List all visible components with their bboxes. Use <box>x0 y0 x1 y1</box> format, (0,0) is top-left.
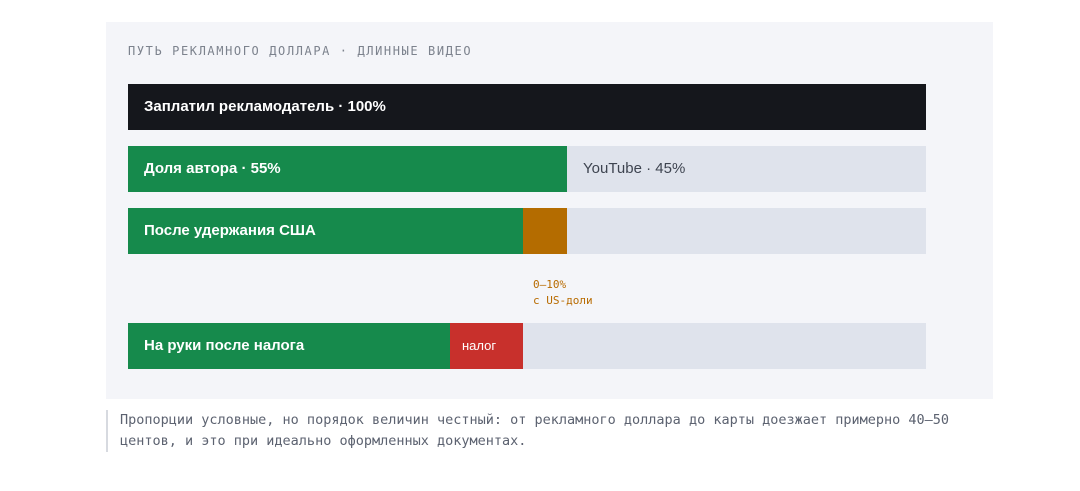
segment-us-withholding <box>523 208 567 254</box>
segment-advertiser-paid <box>128 84 926 130</box>
chart-title: ПУТЬ РЕКЛАМНОГО ДОЛЛАРА · ДЛИННЫЕ ВИДЕО <box>128 44 473 58</box>
segment-net-after-tax <box>128 323 450 369</box>
bar-after-us-withholding: После удержания США <box>128 208 926 254</box>
label-advertiser-paid: Заплатил рекламодатель · 100% <box>144 98 386 115</box>
bar-author-share: Доля автора · 55% YouTube · 45% <box>128 146 926 192</box>
bar-advertiser-paid: Заплатил рекламодатель · 100% <box>128 84 926 130</box>
label-net-after-tax: На руки после налога <box>144 337 305 354</box>
annotation-line-1: 0–10% <box>533 278 567 291</box>
label-tax: налог <box>462 338 497 353</box>
segment-tax <box>450 323 523 369</box>
label-youtube-share: YouTube · 45% <box>583 160 686 177</box>
label-after-withholding: После удержания США <box>144 222 316 239</box>
withholding-annotation: 0–10% с US-доли <box>533 277 593 309</box>
segment-after-withholding <box>128 208 523 254</box>
segment-youtube-share <box>567 146 926 192</box>
label-author-share: Доля автора · 55% <box>144 160 281 177</box>
caption-note: Пропорции условные, но порядок величин ч… <box>106 410 950 452</box>
annotation-line-2: с US-доли <box>533 294 593 307</box>
bar-net-after-tax: На руки после налога налог <box>128 323 926 369</box>
segment-author-share <box>128 146 567 192</box>
